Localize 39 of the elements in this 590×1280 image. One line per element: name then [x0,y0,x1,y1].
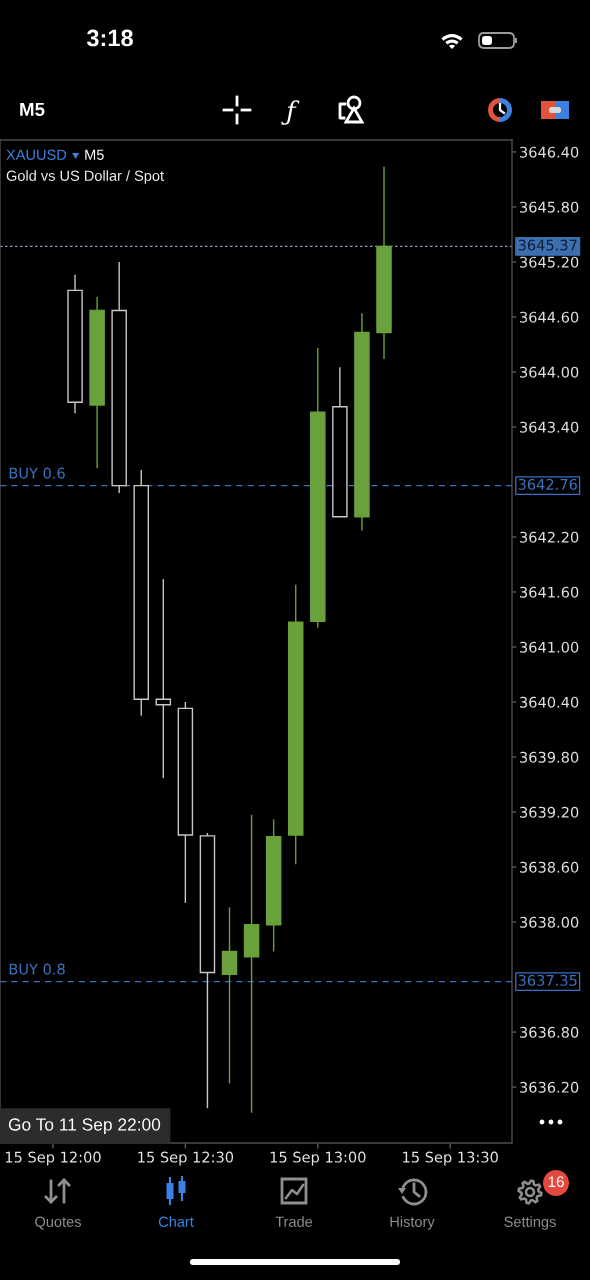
text: Settings [504,1216,556,1230]
x-tick-label: 15 Sep 13:30 [403,1151,498,1166]
y-tick-label: 3645.80 [520,201,579,213]
y-tick-label: 3639.80 [520,751,579,763]
text: M5 [20,102,45,117]
y-tick-label: 3645.20 [520,256,579,268]
annotation: Go To 11 Sep 22:00 [8,1118,161,1135]
y-tick-label: 3644.60 [520,311,579,323]
y-tick-label: 3641.60 [520,586,579,598]
y-tick-label: 3646.40 [520,146,579,158]
x-tick-label: 15 Sep 12:00 [5,1151,101,1166]
text: 16 [548,1176,564,1188]
text: 3642.76 [518,478,577,490]
x-tick-label: 15 Sep 13:00 [270,1151,366,1166]
y-tick-label: 3642.20 [520,531,579,543]
y-tick-label: 3636.20 [520,1081,579,1093]
ref-line-label: BUY 0.6 [9,467,65,479]
annotation: M5 [85,149,104,160]
y-tick-label: 3641.00 [520,641,579,653]
y-tick-label: 3638.00 [520,916,579,928]
text: XAUUSD [6,149,67,160]
text: 3637.35 [518,974,577,986]
y-tick-label: 3643.40 [520,421,579,433]
y-tick-label: 3638.60 [520,861,579,873]
text: Chart [158,1216,194,1227]
y-tick-label: 3640.40 [520,696,579,708]
text: Quotes [35,1216,81,1230]
y-tick-label: 3636.80 [520,1026,579,1038]
text: 3:18 [86,29,133,47]
y-tick-label: 3639.20 [520,806,579,818]
text: Gold vs US Dollar / Spot [6,170,164,184]
text: 3645.37 [518,239,577,251]
candlestick [243,814,260,1114]
ref-line-label: BUY 0.8 [9,963,65,975]
text: History [390,1216,435,1230]
text: Trade [275,1216,313,1227]
candlestick [221,906,238,1085]
y-tick-label: 3644.00 [520,366,579,378]
x-tick-label: 15 Sep 12:30 [138,1151,234,1166]
